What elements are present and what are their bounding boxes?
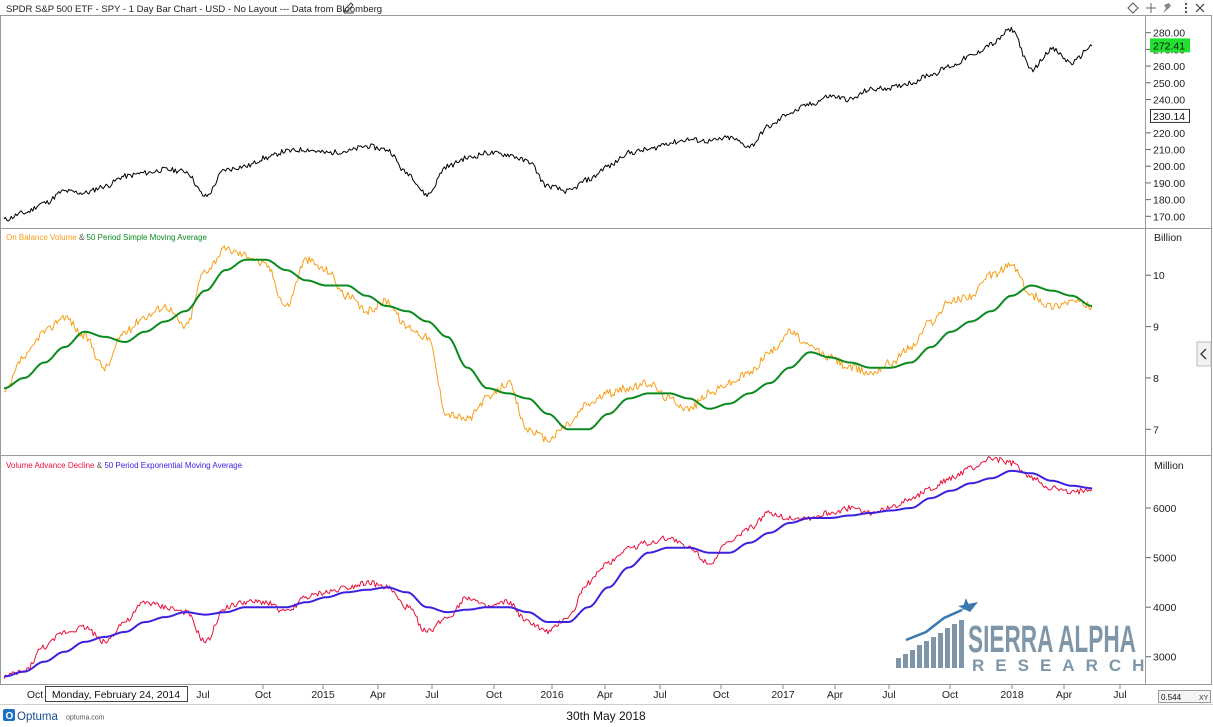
pencil-icon[interactable] (343, 2, 354, 14)
vad-panel-title: Volume Advance Decline & 50 Period Expon… (6, 461, 243, 470)
marker-price-label: 230.14 (1153, 111, 1185, 123)
obv-title-amp: & (79, 233, 85, 242)
series-line-2-2 (3, 258, 1093, 431)
y-tick-label: 180.00 (1153, 195, 1185, 207)
series-line-2-1 (4, 245, 1093, 443)
more-icon[interactable] (1184, 2, 1188, 14)
optuma-icon (3, 709, 15, 721)
panel-2: 7 8 9 10 (3, 245, 1165, 443)
y-tick-label: 220.00 (1153, 128, 1185, 140)
x-tick-label: Jul (1113, 689, 1126, 701)
obv-panel-title: On Balance Volume & 50 Period Simple Mov… (6, 233, 207, 242)
y-tick-label: 5000 (1153, 553, 1177, 565)
logo-bar (945, 628, 950, 668)
x-tick-label: 2018 (1000, 689, 1024, 701)
hover-date-box (45, 686, 188, 702)
y-tick-label: 240.00 (1153, 94, 1185, 106)
chart-panels: 170.00 180.00 190.00 200.00 210.00 220.00 240.… (3, 26, 1190, 679)
sierra-alpha-logo: SIERRA ALPHA RESEARCH (896, 598, 1155, 675)
x-tick-label: Oct (713, 689, 729, 701)
series-line-3-1 (3, 456, 1093, 679)
vad-title-ema: 50 Period Exponential Moving Average (104, 461, 242, 470)
obv-title-series: On Balance Volume (6, 233, 77, 242)
x-tick-label: Jul (653, 689, 666, 701)
obv-title-ma: 50 Period Simple Moving Average (87, 233, 208, 242)
logo-bars-icon (896, 620, 964, 668)
x-tick-label: Jul (196, 689, 209, 701)
panel-3: 3000 4000 5000 6000 (3, 456, 1177, 679)
x-tick-label: Jul (425, 689, 438, 701)
logo-bar (952, 624, 957, 668)
logo-bar (924, 641, 929, 668)
vad-title-amp: & (97, 461, 103, 470)
y-tick-label: 3000 (1153, 652, 1177, 664)
collapse-arrow-icon[interactable] (1196, 341, 1212, 367)
logo-line2: RESEARCH (972, 656, 1155, 675)
x-tick-label: Apr (827, 689, 844, 701)
y-tick-label: 190.00 (1153, 178, 1185, 190)
logo-bar (959, 620, 964, 668)
y-tick-label: 7 (1153, 424, 1159, 436)
x-tick-label: 2016 (540, 689, 564, 701)
zoom-box[interactable] (1158, 690, 1211, 703)
x-tick-label: Oct (27, 689, 43, 701)
hover-date-label: Monday, February 24, 2014 (52, 689, 180, 701)
logo-line1: SIERRA ALPHA (968, 619, 1136, 661)
y-tick-label: 8 (1153, 373, 1159, 385)
last-price-label: 272.41 (1153, 40, 1185, 52)
logo-bar (938, 633, 943, 668)
x-tick-label: Oct (486, 689, 502, 701)
zoom-mode: XY (1199, 695, 1209, 702)
logo-bar (917, 645, 922, 668)
time-axis: Oct 2015 Apr Jul Oct 2016 Apr Jul Oct 2017 Apr Jul O… (27, 685, 1127, 701)
footer-date: 30th May 2018 (566, 709, 646, 723)
x-tick-label: Apr (1056, 689, 1073, 701)
marker-price-box (1150, 108, 1190, 123)
airplane-icon (958, 598, 978, 612)
toolbar-icons (1127, 2, 1205, 14)
logo-bar (896, 658, 901, 668)
x-tick-label: 2017 (771, 689, 795, 701)
x-tick-label: Jul (882, 689, 895, 701)
series-line-3-2 (3, 469, 1092, 678)
y-tick-label: 10 (1153, 270, 1165, 282)
y-tick-label: 280.00 (1153, 28, 1185, 40)
y-tick-label: 170.00 (1153, 211, 1185, 223)
series-line-1-1 (3, 26, 1093, 222)
x-tick-label: Apr (370, 689, 387, 701)
logo-bar (903, 654, 908, 668)
chart-title: SPDR S&P 500 ETF - SPY - 1 Day Bar Chart… (6, 4, 382, 15)
optuma-logo: O Optuma optuma.com (3, 709, 105, 723)
vad-title-series: Volume Advance Decline (6, 461, 95, 470)
vad-unit-label: Million (1154, 460, 1184, 472)
pin-icon[interactable] (1163, 3, 1171, 13)
last-price-badge (1150, 38, 1190, 53)
y-tick-label: 9 (1153, 322, 1159, 334)
optuma-url[interactable]: optuma.com (66, 715, 105, 722)
y-tick-label: 260.00 (1153, 61, 1185, 73)
obv-unit-label: Billion (1154, 232, 1182, 244)
logo-bar (931, 637, 936, 668)
x-tick-label: Apr (597, 689, 614, 701)
y-tick-label: 4000 (1153, 602, 1177, 614)
y-tick-label: 250.00 (1153, 78, 1185, 90)
y-tick-label: 200.00 (1153, 161, 1185, 173)
close-icon[interactable] (1195, 3, 1205, 13)
y-tick-label: 6000 (1153, 503, 1177, 515)
x-tick-label: Oct (255, 689, 271, 701)
optuma-icon-glyph: O (6, 711, 14, 722)
logo-bar (910, 650, 915, 668)
crosshair-icon[interactable] (1146, 3, 1156, 13)
panel-1: 170.00 180.00 190.00 200.00 210.00 220.00 240.… (3, 26, 1190, 223)
y-tick-label: 210.00 (1153, 145, 1185, 157)
optuma-brand: Optuma (17, 711, 59, 723)
x-tick-label: 2015 (311, 689, 335, 701)
zoom-value: 0.544 (1161, 693, 1182, 702)
x-tick-label: Oct (942, 689, 958, 701)
diamond-icon[interactable] (1127, 2, 1139, 14)
logo-trend-line (905, 608, 963, 642)
